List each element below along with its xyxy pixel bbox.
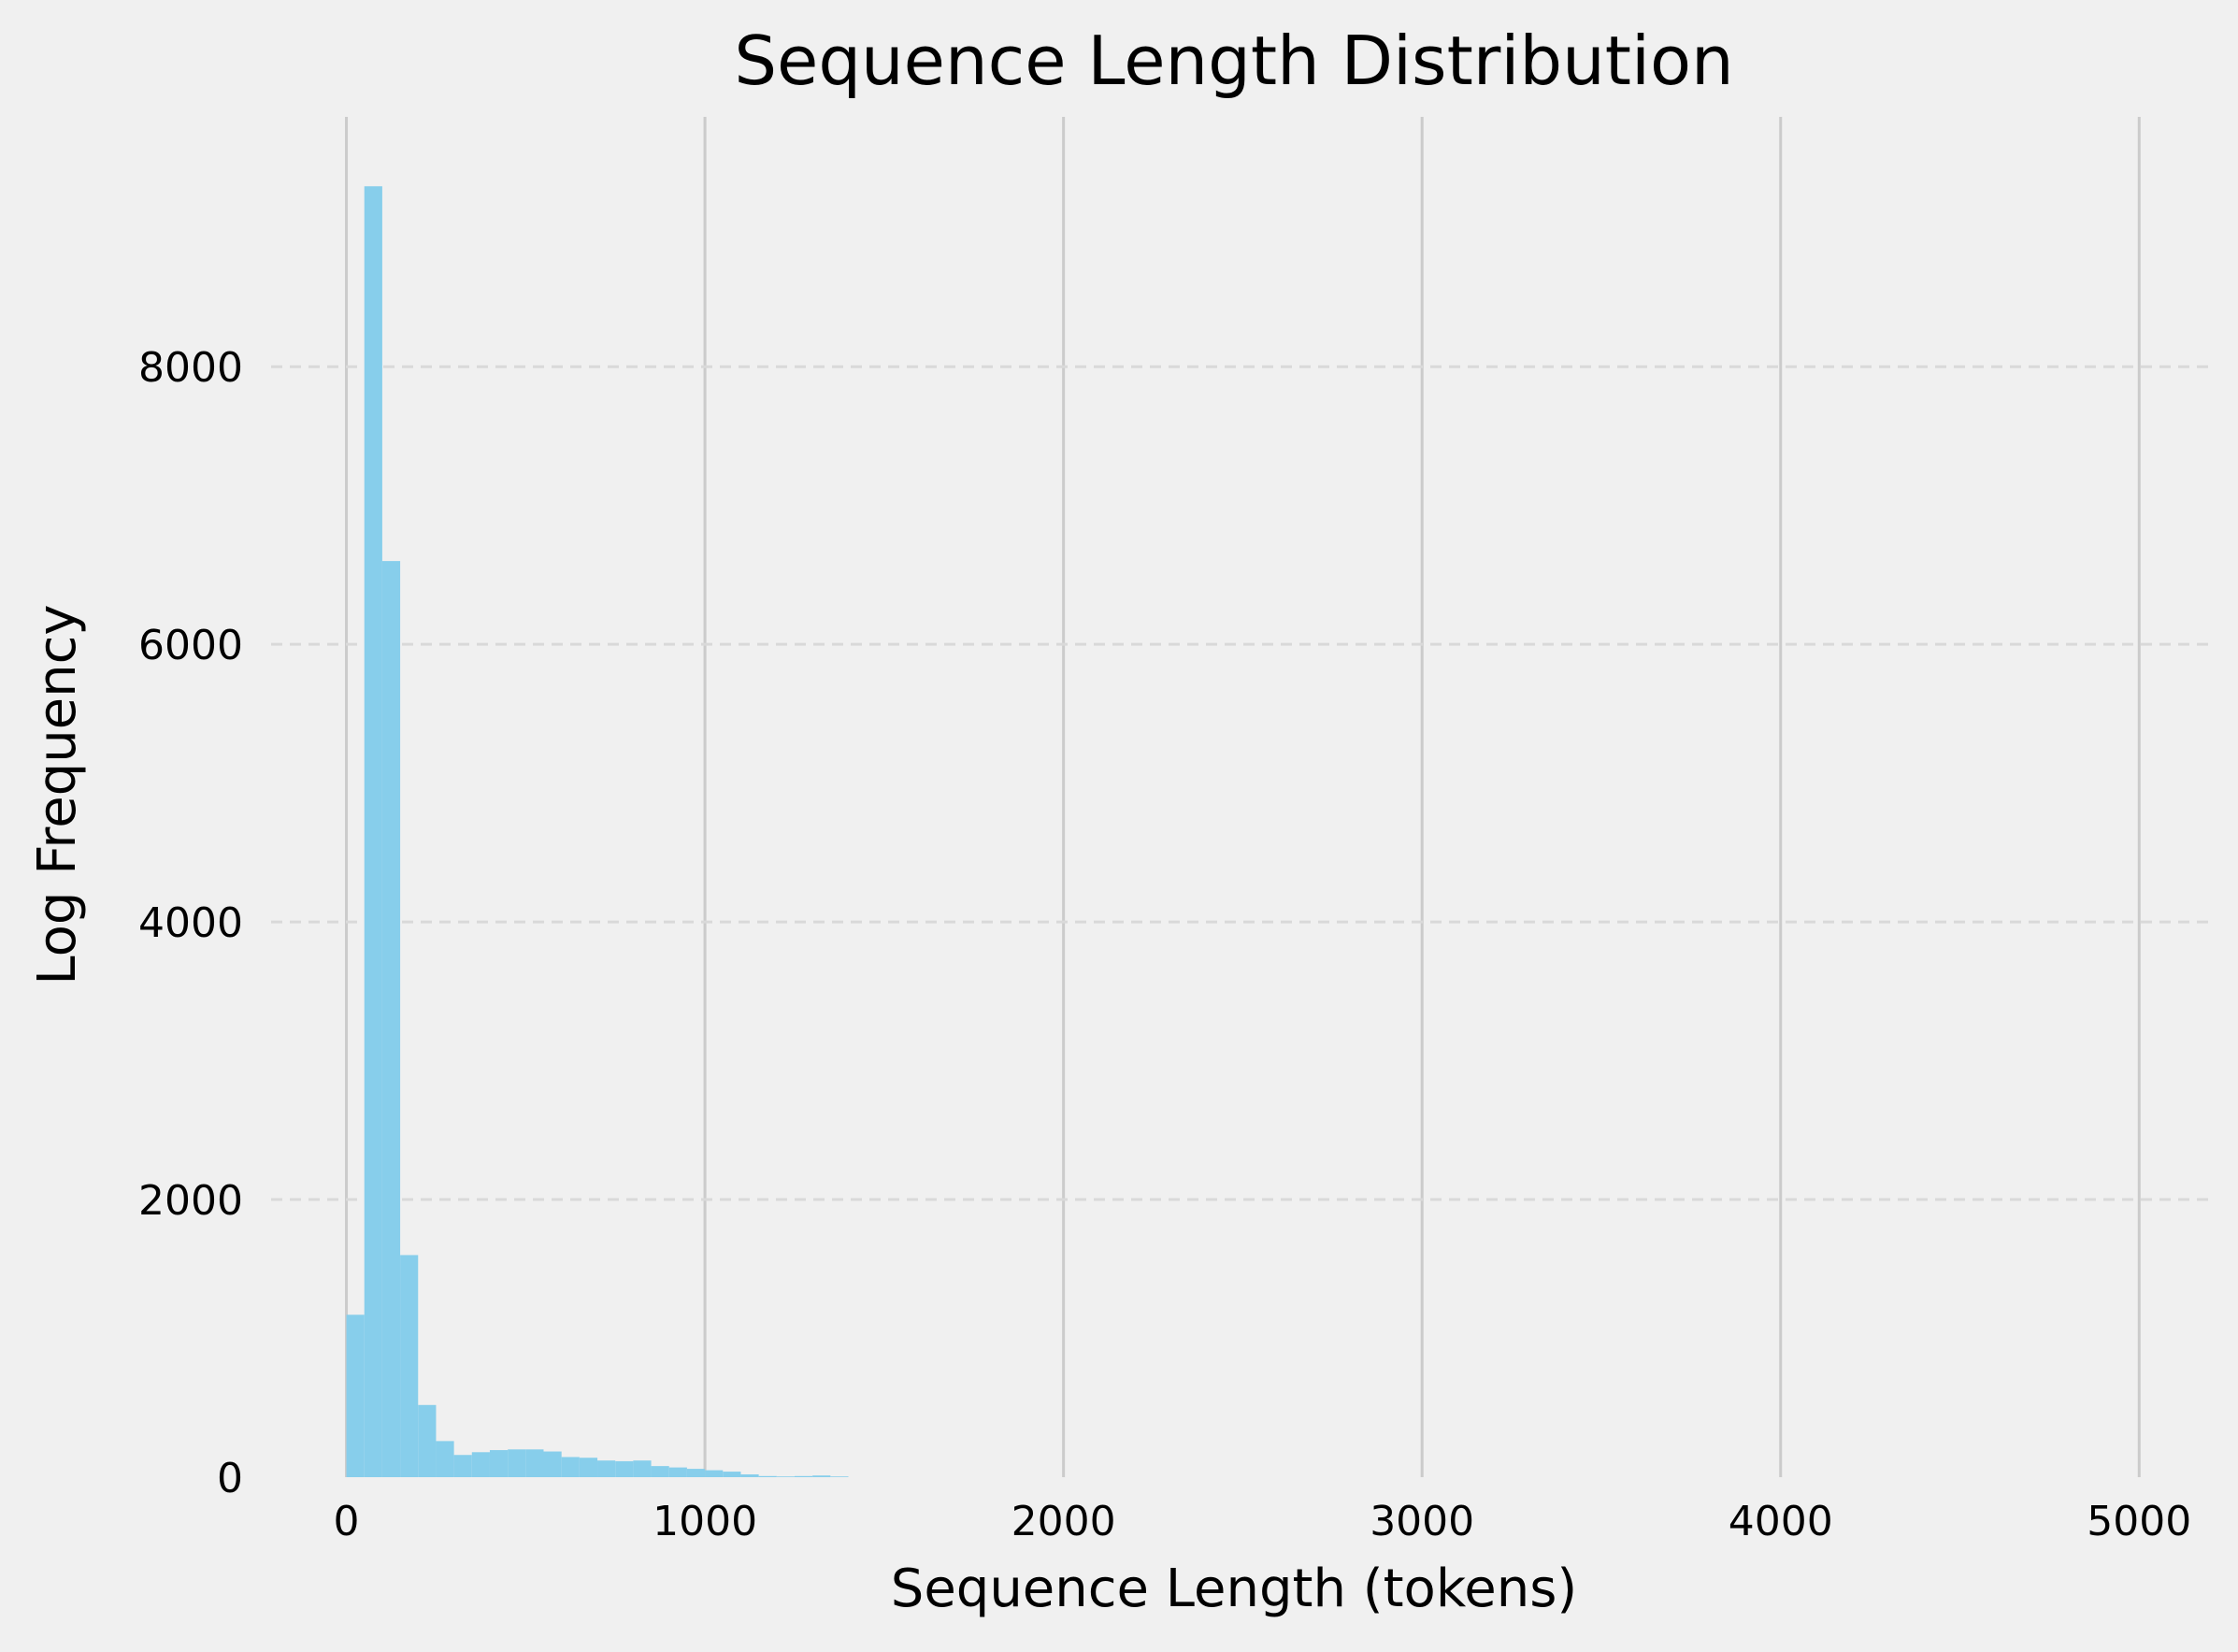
histogram-bar-21 [723,1472,741,1477]
y-axis-label: Log Frequency [27,604,88,984]
histogram-bar-16 [633,1460,652,1477]
y-tick-label: 6000 [138,622,243,669]
y-tick-label: 2000 [138,1177,243,1225]
x-tick-label: 2000 [1011,1498,1116,1545]
histogram-bar-14 [597,1460,616,1477]
chart-title: Sequence Length Distribution [734,22,1733,100]
histogram-bar-17 [651,1466,669,1477]
histogram-bar-23 [758,1475,777,1477]
histogram-bar-22 [740,1474,759,1477]
histogram-bar-2 [381,561,401,1477]
histogram-bar-5 [436,1441,454,1477]
histogram-bar-0 [346,1314,365,1477]
y-tick-label: 4000 [138,899,243,947]
histogram-bar-15 [615,1460,634,1477]
histogram-bar-4 [418,1404,437,1477]
histogram-bar-7 [471,1452,490,1477]
histogram-bar-20 [705,1470,724,1477]
y-tick-label: 8000 [138,344,243,392]
x-tick-label: 0 [334,1498,360,1545]
grid-layer [271,117,2211,1477]
x-axis-label: Sequence Length (tokens) [891,1559,1577,1619]
histogram-bar-10 [525,1449,544,1477]
x-tick-label: 3000 [1370,1498,1474,1545]
histogram-bar-24 [776,1476,795,1477]
histogram-bar-19 [686,1469,706,1477]
histogram-bar-9 [508,1449,526,1477]
histogram-bar-6 [453,1455,472,1477]
histogram-bar-25 [794,1475,813,1477]
histogram-bar-11 [543,1451,562,1477]
histogram-bar-8 [489,1450,509,1477]
histogram-bar-1 [364,186,382,1477]
histogram-bar-18 [668,1467,687,1477]
histogram-bar-3 [400,1255,419,1477]
y-tick-label: 0 [217,1455,243,1502]
x-tick-label: 5000 [2087,1498,2191,1545]
histogram-bar-13 [579,1458,598,1477]
ticks-layer: 0 1000 2000 3000 4000 5000 0 2000 4000 6000 8000 [138,344,2191,1545]
x-tick-label: 1000 [653,1498,757,1545]
bars-layer [346,186,849,1477]
histogram-bar-26 [812,1475,831,1477]
histogram-bar-12 [561,1457,580,1477]
x-tick-label: 4000 [1729,1498,1833,1545]
histogram-bar-27 [830,1476,849,1477]
